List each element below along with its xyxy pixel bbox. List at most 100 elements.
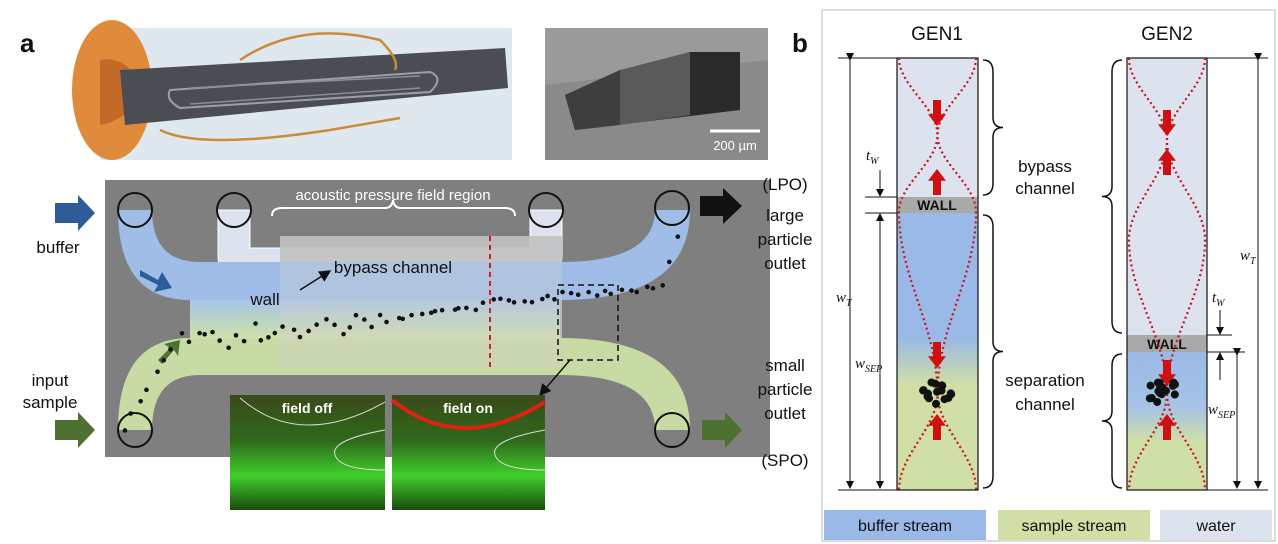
particle <box>603 289 608 294</box>
wall-label: wall <box>249 290 279 309</box>
particle <box>634 290 639 295</box>
figure: a 200 µm <box>0 0 1278 544</box>
input-label: input <box>32 371 69 390</box>
bypass-label: bypass channel <box>334 258 452 277</box>
svg-text:tW: tW <box>866 148 880 167</box>
symbol: w <box>855 356 865 372</box>
particle <box>1158 390 1166 398</box>
particle <box>440 308 445 313</box>
particle <box>253 321 258 326</box>
symbol-sub: T <box>846 298 853 309</box>
particle <box>144 388 149 393</box>
particle <box>217 338 222 343</box>
particle <box>226 345 231 350</box>
legend-label: water <box>1195 518 1236 535</box>
particle <box>420 312 425 317</box>
outlet-label: small <box>765 356 805 375</box>
svg-text:wSEP: wSEP <box>1208 402 1235 421</box>
inset-label: field off <box>282 400 333 416</box>
column-title: GEN2 <box>1141 24 1193 45</box>
symbol-sub: W <box>870 156 880 167</box>
particle <box>933 388 941 396</box>
spo-label: (SPO) <box>761 451 808 470</box>
outlet-label: outlet <box>764 404 806 423</box>
particle <box>324 317 329 322</box>
lpo-label: (LPO) <box>762 175 807 194</box>
column-title: GEN1 <box>911 24 963 45</box>
particle <box>292 327 297 332</box>
particle <box>202 332 207 337</box>
brace <box>983 215 1003 488</box>
chip-photo <box>72 20 512 160</box>
wall-label: WALL <box>1147 336 1187 352</box>
particle <box>1171 391 1179 399</box>
particle <box>180 331 185 336</box>
particle <box>280 324 285 329</box>
bypass-label: bypass <box>1018 157 1072 176</box>
brace <box>983 60 1003 195</box>
particle <box>925 394 933 402</box>
particle <box>273 331 278 336</box>
particle <box>369 325 374 330</box>
particle <box>645 285 650 290</box>
particle <box>168 347 173 352</box>
sem-image: 200 µm <box>545 28 768 160</box>
particle <box>938 382 946 390</box>
particle <box>629 288 634 293</box>
particle <box>298 335 303 340</box>
particle <box>362 317 367 322</box>
outlet-label: particle <box>758 380 813 399</box>
particle <box>620 288 625 293</box>
particle <box>187 340 192 345</box>
particle <box>473 308 478 313</box>
particle <box>400 317 405 322</box>
particle <box>348 325 353 330</box>
particle <box>608 292 613 297</box>
outlet-label: particle <box>758 230 813 249</box>
particle <box>1170 379 1178 387</box>
particle <box>481 300 486 305</box>
separation-label: channel <box>1015 395 1075 414</box>
particle <box>155 369 160 374</box>
particle <box>1156 379 1164 387</box>
particle <box>384 320 389 325</box>
particle <box>456 306 461 311</box>
brace <box>1102 60 1122 333</box>
symbol-sub: SEP <box>865 364 882 375</box>
scale-bar-label: 200 µm <box>713 138 757 153</box>
symbol: w <box>1208 402 1218 418</box>
particle <box>314 322 319 327</box>
particle <box>932 400 940 408</box>
particle <box>123 428 128 433</box>
particle <box>545 294 550 299</box>
svg-text:wSEP: wSEP <box>855 356 882 375</box>
particle <box>1147 382 1155 390</box>
outlet-label: outlet <box>764 254 806 273</box>
particle <box>576 292 581 297</box>
particle <box>210 330 215 335</box>
legend-label: buffer stream <box>858 518 952 535</box>
particle <box>409 313 414 318</box>
particle <box>667 260 672 265</box>
particle <box>242 339 247 344</box>
particle <box>660 283 665 288</box>
particle <box>378 313 383 318</box>
particle <box>354 313 359 318</box>
legend-label: sample stream <box>1022 518 1127 535</box>
input-label: sample <box>23 393 78 412</box>
symbol: w <box>836 290 846 306</box>
region-label: acoustic pressure field region <box>295 187 490 204</box>
buffer-label: buffer <box>36 238 80 257</box>
panel-label: b <box>792 28 808 58</box>
symbol-sub: SEP <box>1218 410 1235 421</box>
legend: buffer stream sample stream water <box>824 510 1272 540</box>
wall-label: WALL <box>917 197 957 213</box>
particle <box>676 234 681 239</box>
particle <box>512 300 517 305</box>
inset-label: field on <box>443 400 493 416</box>
inlet-arrow <box>55 412 95 448</box>
particle <box>306 329 311 334</box>
particle <box>498 296 503 301</box>
particle <box>1148 394 1156 402</box>
particle <box>161 358 166 363</box>
